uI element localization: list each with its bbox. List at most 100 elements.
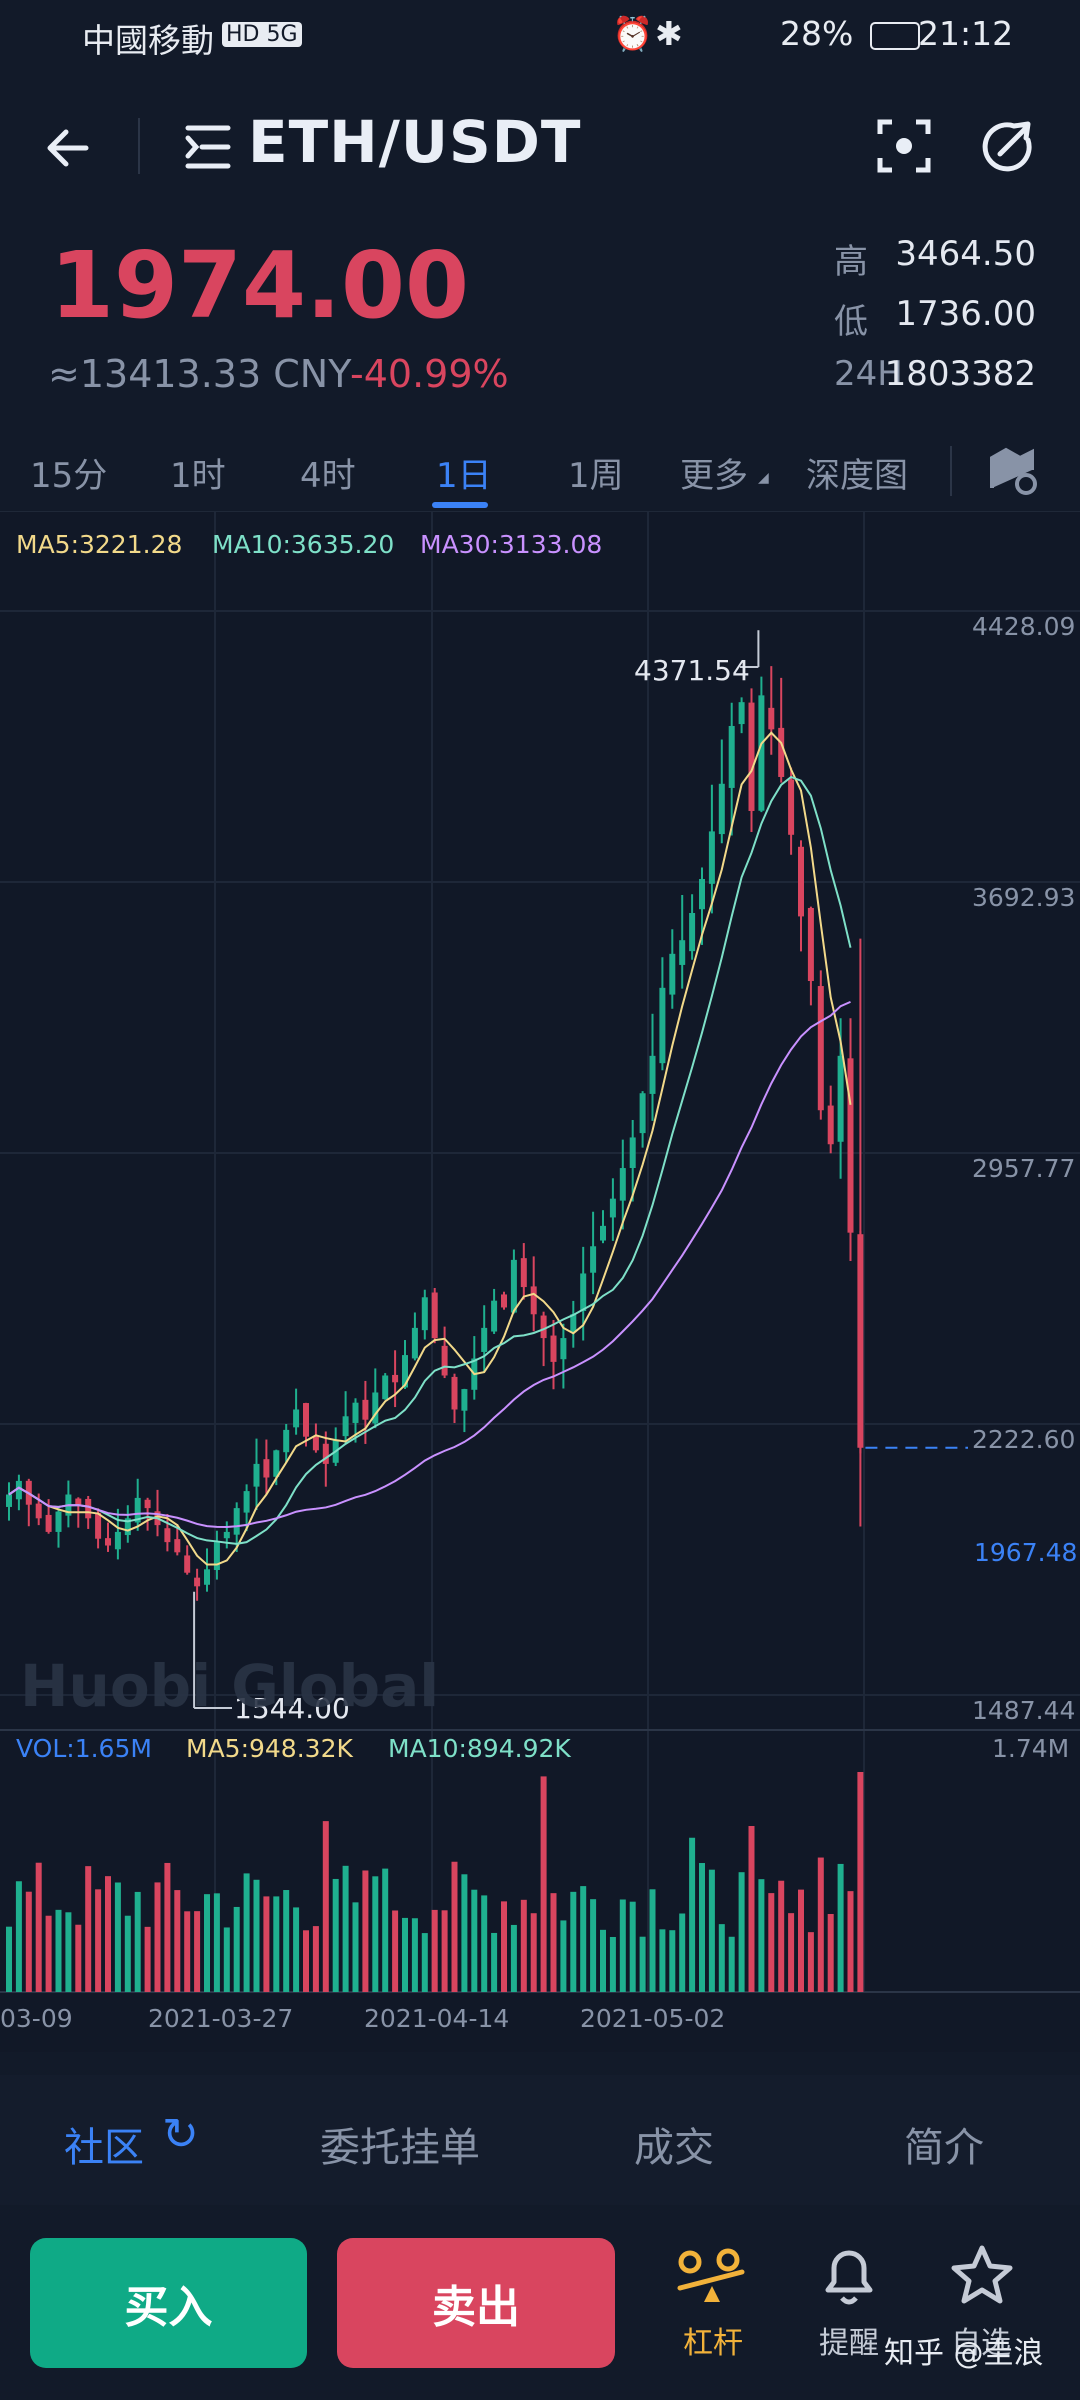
star-icon[interactable] xyxy=(950,2244,1014,2306)
volume-bar xyxy=(847,1891,854,1992)
ma5-label: MA5:3221.28 xyxy=(16,530,183,559)
volume-bar xyxy=(778,1880,785,1992)
candle-body xyxy=(312,1435,319,1451)
vol-label: 24H xyxy=(834,354,903,394)
volume-bar xyxy=(441,1910,448,1992)
vol-value: 1803382 xyxy=(884,354,1036,394)
y-tick-0: 4428.09 xyxy=(972,612,1076,641)
candle-body xyxy=(55,1511,62,1532)
chart-settings-icon[interactable] xyxy=(988,444,1040,496)
volume-bar xyxy=(124,1915,131,1992)
tab-community[interactable]: 社区 xyxy=(64,2125,144,2171)
last-price: 1974.00 xyxy=(50,232,470,339)
candle-body xyxy=(164,1528,171,1543)
tab-more[interactable]: 更多 xyxy=(680,456,748,496)
volume-bar xyxy=(15,1881,22,1992)
candle-body xyxy=(639,1093,646,1134)
volume-bar xyxy=(352,1902,359,1992)
tab-orders[interactable]: 委托挂单 xyxy=(320,2125,480,2171)
volume-bar xyxy=(857,1772,864,1992)
volume-bar xyxy=(402,1917,408,1992)
candle-body xyxy=(372,1392,379,1424)
candle-body xyxy=(223,1531,230,1539)
candle-body xyxy=(570,1314,577,1333)
candle-body xyxy=(194,1577,201,1587)
volume-bar xyxy=(312,1926,319,1992)
volume-bar xyxy=(827,1913,834,1992)
battery-percent: 28% xyxy=(780,14,854,53)
volume-bar xyxy=(243,1873,250,1992)
candle-body xyxy=(461,1389,468,1411)
pair-title[interactable]: ETH/USDT xyxy=(248,108,582,176)
x-tick-2: 2021-04-14 xyxy=(364,2004,510,2033)
margin-icon[interactable] xyxy=(676,2248,746,2308)
candle-body xyxy=(441,1345,448,1376)
candle-body xyxy=(322,1443,329,1464)
refresh-icon[interactable]: ↻ xyxy=(162,2109,199,2160)
exchange-watermark: Huobi Global xyxy=(20,1652,440,1720)
candle-body xyxy=(669,953,676,995)
tab-1h[interactable]: 1时 xyxy=(170,456,226,496)
fav-label[interactable]: 自选 xyxy=(951,2326,1011,2361)
x-tick-0: 03-09 xyxy=(0,2004,73,2033)
candle-body xyxy=(590,1246,597,1273)
candle-body xyxy=(580,1273,587,1312)
candle-body xyxy=(451,1376,458,1410)
tab-15m[interactable]: 15分 xyxy=(30,456,108,496)
volume-bar xyxy=(293,1907,300,1992)
max-price-label: 4371.54 xyxy=(634,654,750,687)
volume-bar xyxy=(421,1933,428,1992)
scan-icon[interactable] xyxy=(876,118,932,174)
volume-bar xyxy=(837,1863,844,1992)
volume-bar xyxy=(728,1936,735,1992)
candle-body xyxy=(501,1294,507,1308)
volume-bar xyxy=(669,1930,676,1992)
network-badge: HD 5G xyxy=(222,22,302,47)
buy-button[interactable]: 买入 xyxy=(30,2238,307,2368)
tabs-divider xyxy=(950,446,952,496)
tab-1d[interactable]: 1日 xyxy=(436,456,492,496)
volume-bar xyxy=(570,1891,577,1992)
volume-bar xyxy=(6,1926,12,1992)
bell-icon[interactable] xyxy=(818,2242,880,2308)
tab-1w[interactable]: 1周 xyxy=(568,456,624,496)
candle-body xyxy=(382,1375,389,1400)
candle-body xyxy=(15,1480,22,1500)
volume-bar xyxy=(431,1909,438,1992)
pair-menu-icon[interactable] xyxy=(182,122,234,172)
share-icon[interactable] xyxy=(978,116,1038,176)
clock: 21:12 xyxy=(918,14,1014,53)
x-tick-3: 2021-05-02 xyxy=(580,2004,726,2033)
candle-body xyxy=(837,1055,844,1142)
volume-bar xyxy=(550,1893,557,1992)
y-tick-1: 3692.93 xyxy=(972,883,1076,912)
volume-bar xyxy=(788,1913,795,1992)
tab-4h[interactable]: 4时 xyxy=(300,456,356,496)
volume-bar xyxy=(223,1927,230,1992)
candle-body xyxy=(689,913,696,952)
x-tick-1: 2021-03-27 xyxy=(148,2004,294,2033)
volume-bar xyxy=(748,1826,755,1992)
vol-max-label: 1.74M xyxy=(992,1734,1070,1763)
tab-depth[interactable]: 深度图 xyxy=(806,456,908,496)
tab-trades[interactable]: 成交 xyxy=(634,2125,714,2171)
candle-body xyxy=(560,1338,567,1360)
volume-bar xyxy=(461,1874,468,1992)
volume-bar xyxy=(372,1876,379,1992)
sell-button[interactable]: 卖出 xyxy=(337,2238,615,2368)
candle-body xyxy=(491,1300,498,1332)
back-icon[interactable] xyxy=(40,118,100,178)
tab-intro[interactable]: 简介 xyxy=(904,2125,984,2171)
volume-bar xyxy=(283,1890,290,1992)
candle-body xyxy=(748,702,755,811)
candle-body xyxy=(421,1297,428,1331)
candle-body xyxy=(788,779,795,835)
volume-bar xyxy=(619,1899,626,1992)
kline-chart[interactable]: MA5:3221.28 MA10:3635.20 MA30:3133.08 44… xyxy=(0,512,1080,2052)
candle-body xyxy=(431,1292,438,1339)
margin-label[interactable]: 杠杆 xyxy=(683,2326,743,2361)
candle-body xyxy=(75,1498,82,1505)
ma10-label: MA10:3635.20 xyxy=(212,530,395,559)
volume-bar xyxy=(273,1896,280,1992)
alert-label[interactable]: 提醒 xyxy=(819,2326,879,2361)
